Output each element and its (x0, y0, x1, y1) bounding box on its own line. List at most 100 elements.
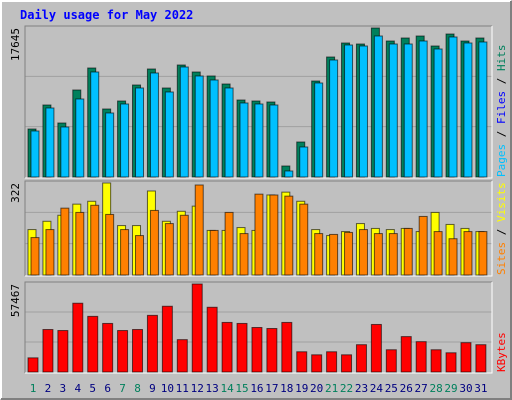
bar (385, 349, 397, 373)
legend-separator: / (495, 124, 508, 144)
bar (266, 328, 278, 373)
x-tick-label: 19 (295, 382, 308, 395)
x-tick-label: 31 (474, 382, 487, 395)
bar (358, 229, 368, 276)
bar (75, 98, 85, 178)
legend-entry: Pages (495, 144, 508, 177)
bar (388, 233, 398, 276)
bar (209, 229, 219, 276)
bar (326, 351, 338, 373)
bar (418, 215, 428, 276)
bar (194, 184, 204, 276)
x-tick-label: 4 (74, 382, 81, 395)
legend-entry: Visits (495, 182, 508, 222)
bar (269, 194, 279, 276)
x-tick-label: 30 (459, 382, 472, 395)
x-tick-label: 20 (310, 382, 323, 395)
legend-entry: Hits (495, 45, 508, 72)
bar (445, 352, 457, 373)
x-tick-label: 14 (220, 382, 234, 395)
bar (403, 227, 413, 276)
x-tick-label: 1 (30, 382, 37, 395)
x-tick-label: 3 (60, 382, 67, 395)
bar (284, 170, 294, 178)
x-tick-label: 27 (415, 382, 428, 395)
legend-entry: Sites (495, 242, 508, 275)
bar (355, 344, 367, 373)
bar (463, 231, 473, 276)
bar (448, 36, 458, 178)
legend-separator: / (495, 222, 508, 242)
bar (45, 229, 55, 276)
bar (281, 321, 293, 373)
bar (344, 44, 354, 178)
bar (149, 72, 159, 178)
x-tick-label: 15 (235, 382, 248, 395)
bar (42, 329, 54, 373)
bar (30, 130, 40, 178)
legend-separator: / (495, 71, 508, 91)
bar (314, 233, 324, 276)
bar (314, 82, 324, 178)
bar (105, 112, 115, 178)
bar (478, 231, 488, 276)
bar (430, 349, 442, 373)
plot-bevel-dark (24, 25, 492, 178)
bar (194, 75, 204, 178)
bar (254, 103, 264, 178)
x-tick-label: 28 (429, 382, 442, 395)
plot-bevel-dark (24, 180, 492, 276)
x-tick-label: 11 (176, 382, 189, 395)
bar (179, 214, 189, 276)
bar (373, 233, 383, 276)
bar (132, 329, 144, 373)
x-tick-label: 2 (45, 382, 52, 395)
bar (296, 351, 308, 373)
plot-bevel-light (25, 26, 493, 179)
bar (221, 321, 233, 373)
bar (176, 339, 188, 373)
bar (146, 314, 158, 373)
bar (117, 330, 129, 373)
bar (284, 195, 294, 276)
x-tick-label: 9 (149, 382, 156, 395)
bar (433, 48, 443, 178)
bar (164, 223, 174, 276)
bar (254, 193, 264, 276)
x-tick-label: 26 (400, 382, 413, 395)
x-tick-label: 13 (206, 382, 219, 395)
bar (206, 306, 218, 373)
x-tick-label: 25 (385, 382, 398, 395)
bar (329, 59, 339, 178)
bar (299, 146, 309, 178)
bar (45, 107, 55, 178)
y-tick-label: 57467 (9, 284, 22, 317)
x-tick-label: 18 (280, 382, 293, 395)
bar (72, 302, 84, 373)
x-tick-label: 24 (370, 382, 384, 395)
x-tick-label: 23 (355, 382, 368, 395)
legend: Sites / Visits (495, 182, 508, 275)
x-tick-label: 6 (104, 382, 111, 395)
bar (236, 322, 248, 373)
bar (239, 233, 249, 276)
bar (90, 204, 100, 276)
x-tick-label: 29 (444, 382, 457, 395)
bar (179, 66, 189, 178)
x-tick-label: 12 (191, 382, 204, 395)
x-tick-label: 17 (265, 382, 278, 395)
bar (60, 126, 70, 178)
bar (448, 238, 458, 276)
bar (239, 102, 249, 178)
bar (27, 357, 39, 373)
bar (403, 43, 413, 178)
legend: KBytes (495, 332, 508, 372)
bar (388, 43, 398, 178)
plot-bevel-light (25, 181, 493, 277)
bar (478, 41, 488, 178)
x-tick-label: 21 (325, 382, 338, 395)
bar (90, 71, 100, 178)
legend-entry: KBytes (495, 332, 508, 372)
